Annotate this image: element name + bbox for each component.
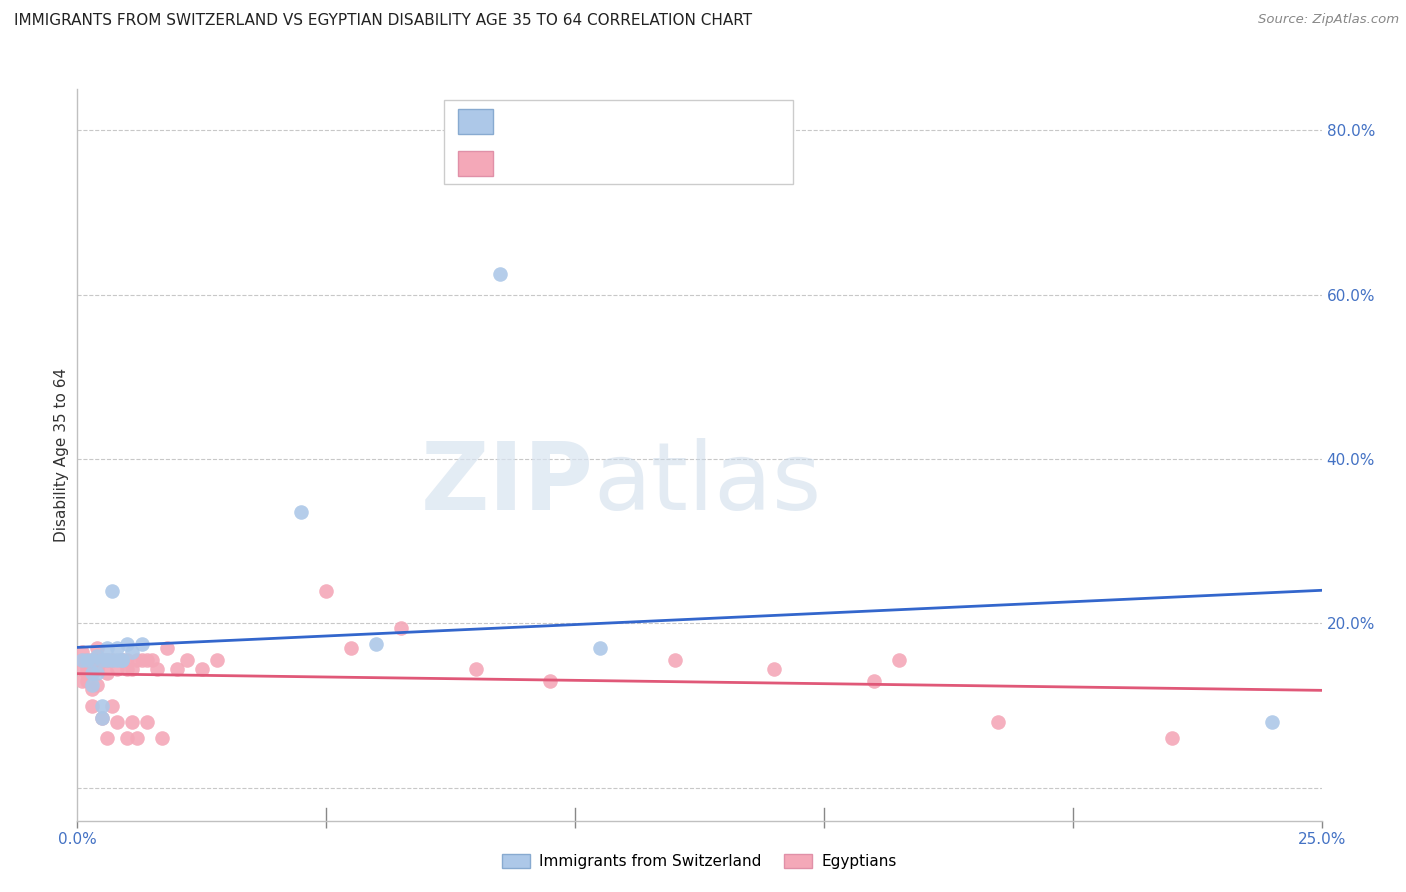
Point — [150, 731, 173, 746]
Point — [115, 637, 138, 651]
Point — [489, 267, 512, 281]
Point — [86, 653, 108, 667]
Point — [111, 653, 134, 667]
Point — [115, 662, 138, 676]
Point — [86, 641, 108, 656]
Point — [862, 673, 884, 688]
Point — [125, 731, 148, 746]
Point — [86, 662, 108, 676]
Point — [101, 583, 124, 598]
Point — [82, 682, 104, 697]
Text: atlas: atlas — [593, 438, 823, 530]
Point — [91, 698, 114, 713]
Point — [105, 641, 128, 656]
Point — [91, 653, 114, 667]
Point — [664, 653, 686, 667]
Point — [364, 637, 387, 651]
Point — [86, 665, 108, 680]
Point — [96, 665, 118, 680]
Point — [82, 653, 104, 667]
Point — [121, 714, 143, 729]
Point — [315, 583, 337, 598]
Point — [96, 653, 118, 667]
Point — [105, 662, 128, 676]
Y-axis label: Disability Age 35 to 64: Disability Age 35 to 64 — [53, 368, 69, 542]
Point — [111, 653, 134, 667]
Point — [205, 653, 228, 667]
Point — [101, 653, 124, 667]
Point — [105, 714, 128, 729]
Point — [156, 641, 179, 656]
Point — [887, 653, 910, 667]
Point — [82, 665, 104, 680]
Point — [82, 665, 104, 680]
Point — [166, 662, 188, 676]
Point — [111, 653, 134, 667]
Point — [72, 662, 94, 676]
Point — [987, 714, 1010, 729]
Point — [763, 662, 786, 676]
Point — [86, 649, 108, 664]
Legend: Immigrants from Switzerland, Egyptians: Immigrants from Switzerland, Egyptians — [496, 847, 903, 875]
Point — [91, 653, 114, 667]
Point — [111, 653, 134, 667]
Point — [1261, 714, 1284, 729]
Point — [82, 653, 104, 667]
Point — [72, 653, 94, 667]
Point — [136, 714, 159, 729]
Point — [82, 698, 104, 713]
Point — [340, 641, 363, 656]
Point — [91, 711, 114, 725]
Point — [121, 645, 143, 659]
Point — [146, 662, 169, 676]
Point — [141, 653, 163, 667]
Point — [389, 620, 412, 634]
Point — [101, 698, 124, 713]
Point — [86, 678, 108, 692]
Point — [76, 653, 98, 667]
Point — [131, 653, 153, 667]
Point — [125, 653, 148, 667]
Point — [1161, 731, 1184, 746]
Point — [191, 662, 214, 676]
Text: Source: ZipAtlas.com: Source: ZipAtlas.com — [1258, 13, 1399, 27]
Point — [101, 653, 124, 667]
Point — [76, 673, 98, 688]
Point — [72, 645, 94, 659]
Point — [76, 653, 98, 667]
Point — [136, 653, 159, 667]
Text: IMMIGRANTS FROM SWITZERLAND VS EGYPTIAN DISABILITY AGE 35 TO 64 CORRELATION CHAR: IMMIGRANTS FROM SWITZERLAND VS EGYPTIAN … — [14, 13, 752, 29]
Point — [91, 711, 114, 725]
Point — [121, 662, 143, 676]
Point — [131, 637, 153, 651]
Point — [589, 641, 612, 656]
Point — [464, 662, 486, 676]
Point — [115, 731, 138, 746]
Point — [96, 641, 118, 656]
Point — [176, 653, 198, 667]
Point — [72, 653, 94, 667]
Point — [82, 678, 104, 692]
Point — [538, 673, 561, 688]
Point — [96, 731, 118, 746]
Point — [96, 653, 118, 667]
Point — [76, 665, 98, 680]
Point — [76, 662, 98, 676]
Point — [82, 653, 104, 667]
Point — [105, 653, 128, 667]
Text: ZIP: ZIP — [420, 438, 593, 530]
Point — [91, 653, 114, 667]
Point — [115, 653, 138, 667]
Point — [290, 505, 312, 519]
Point — [96, 653, 118, 667]
Point — [72, 673, 94, 688]
